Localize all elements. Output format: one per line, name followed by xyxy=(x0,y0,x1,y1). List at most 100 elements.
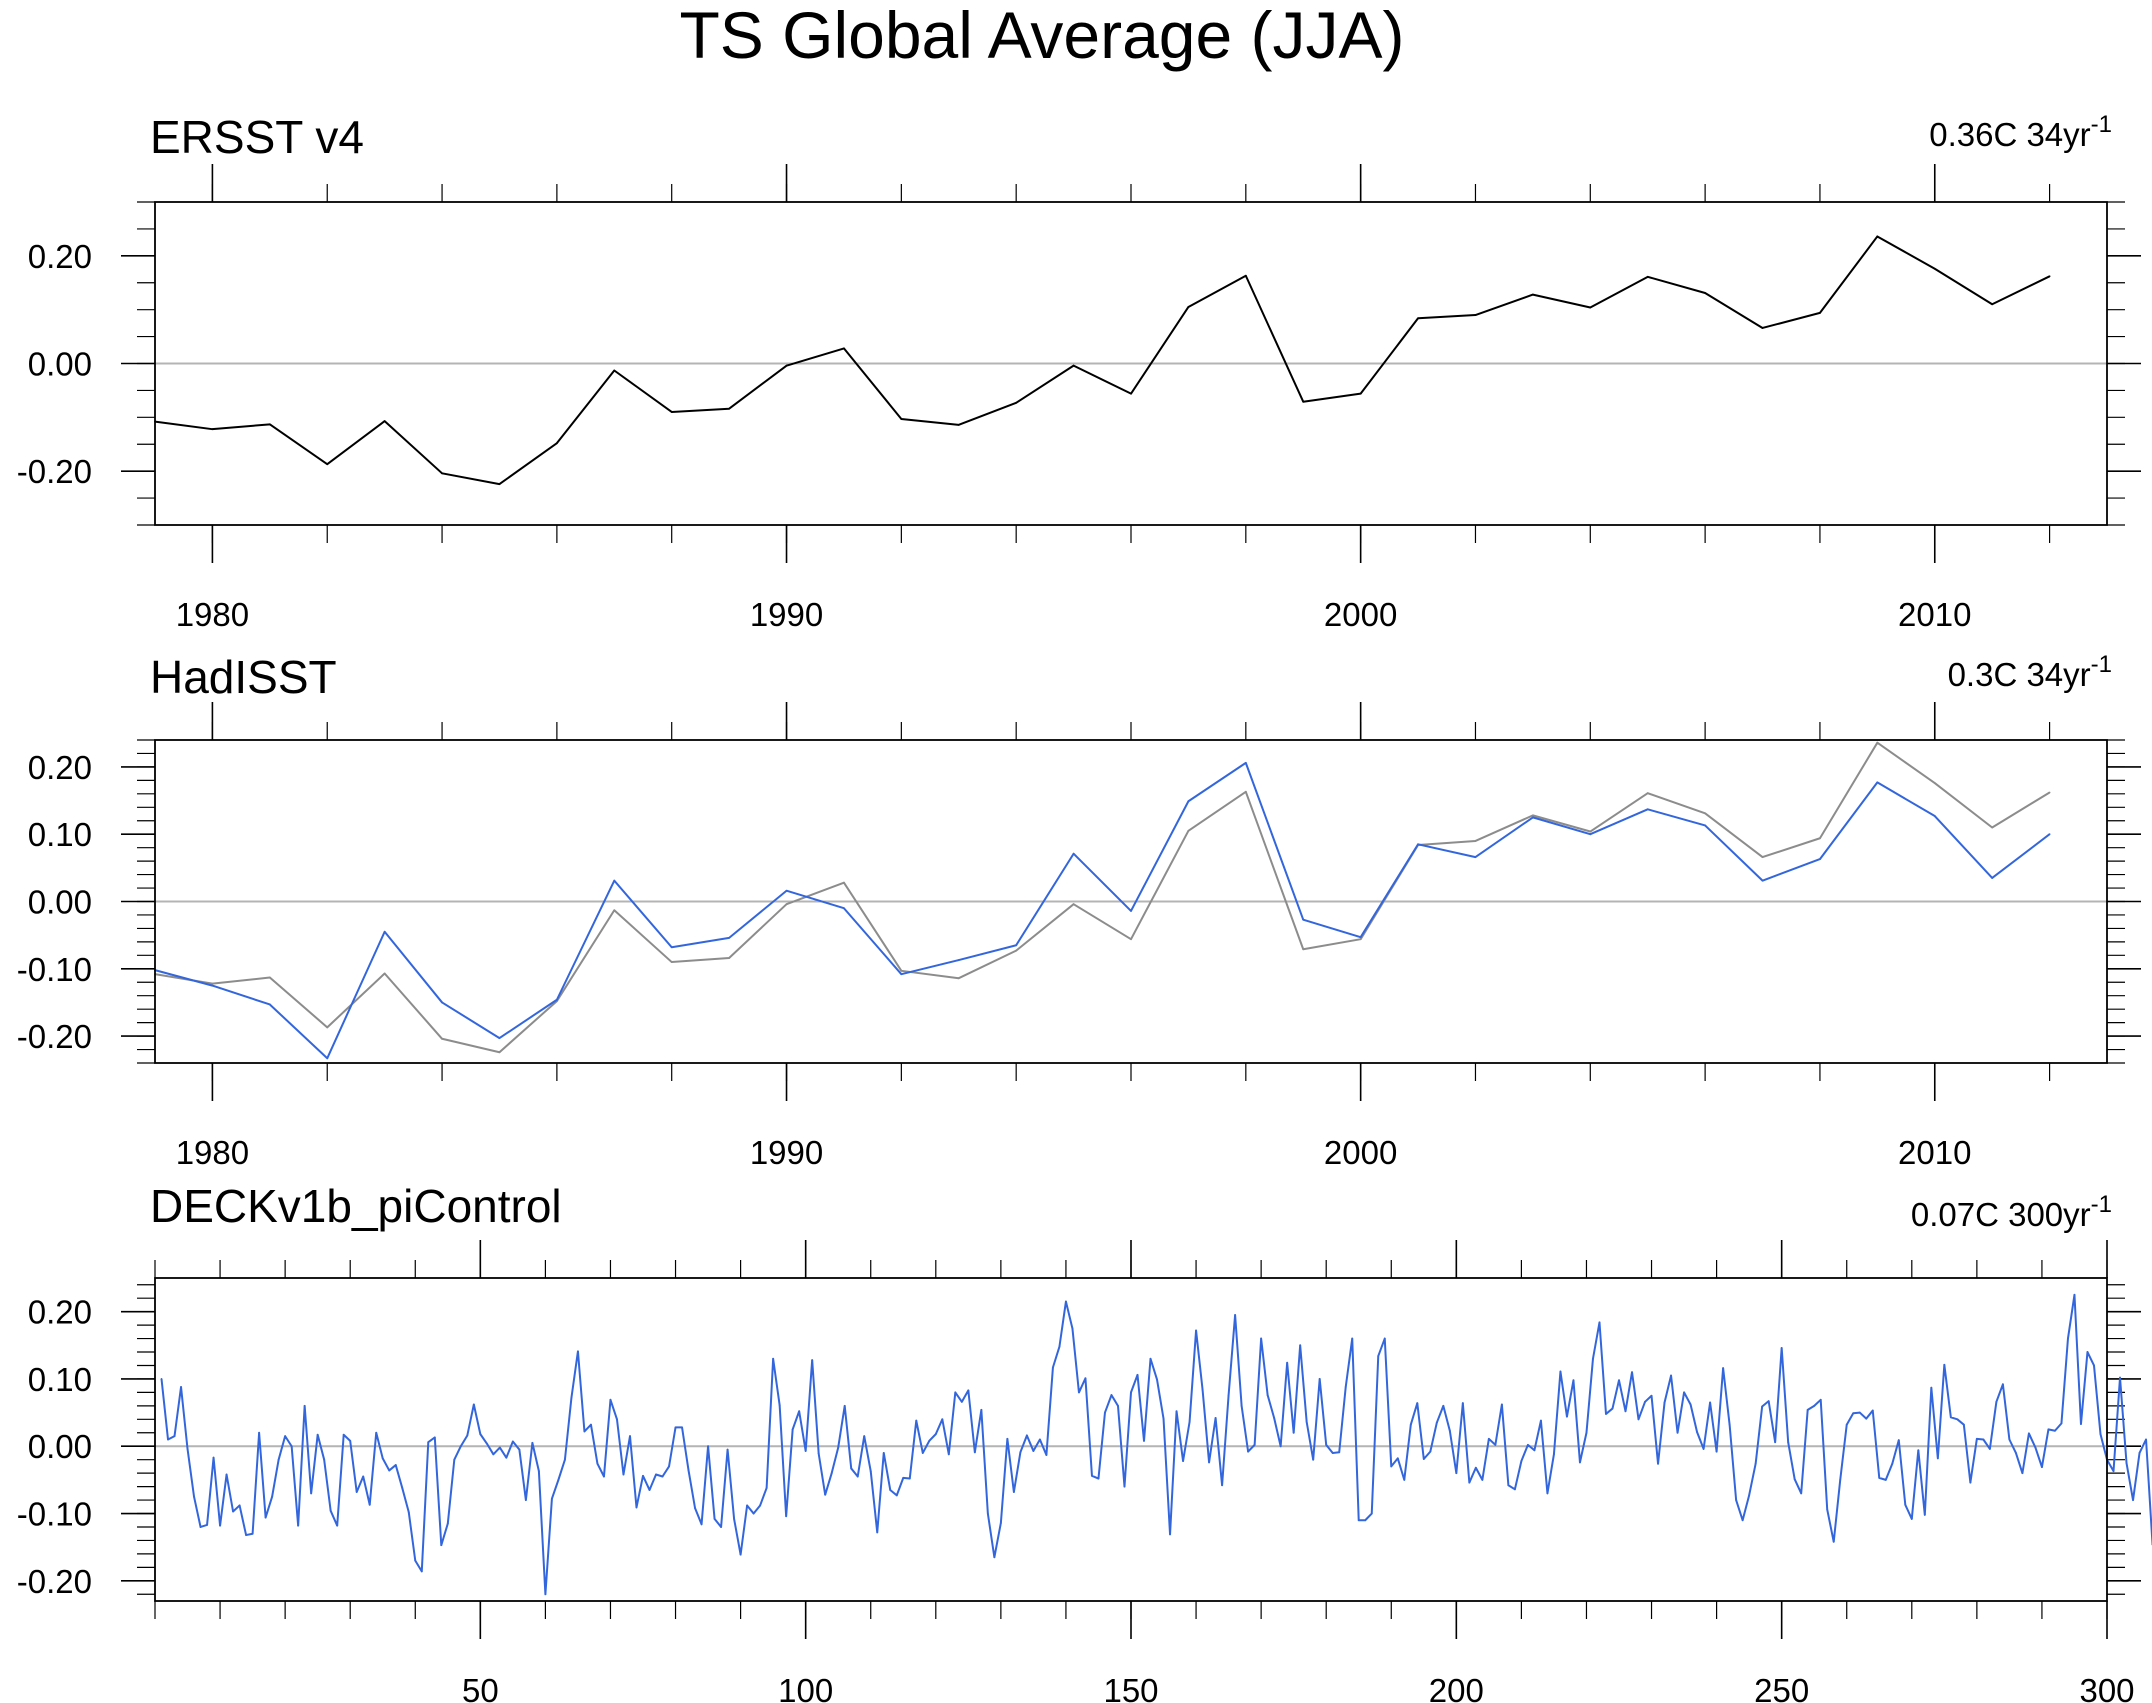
data-point xyxy=(1110,1394,1113,1396)
data-point xyxy=(1572,1379,1575,1382)
data-point xyxy=(2001,1383,2004,1386)
data-point xyxy=(1943,1363,1946,1366)
data-point xyxy=(1527,1443,1529,1446)
trend-label: 0.3C 34yr-1 xyxy=(1948,651,2112,693)
data-point xyxy=(2021,1472,2024,1475)
data-point xyxy=(1494,1443,1497,1446)
data-point xyxy=(537,1470,540,1473)
data-point xyxy=(694,1507,696,1510)
data-point xyxy=(1162,1417,1165,1420)
data-point xyxy=(1292,1431,1295,1434)
data-point xyxy=(1670,1374,1672,1377)
data-point xyxy=(837,1446,840,1449)
data-point xyxy=(1826,1508,1829,1511)
data-point xyxy=(362,1475,365,1478)
data-point xyxy=(1091,1474,1093,1477)
data-point xyxy=(1244,274,1247,277)
data-point xyxy=(1819,1398,1822,1401)
data-point xyxy=(785,889,788,892)
data-point xyxy=(211,982,214,985)
data-point xyxy=(251,1532,254,1535)
data-point xyxy=(785,903,788,906)
panel-deckv1b-picontrol: DECKv1b_piControl 0.07C 300yr-1 -0.20 -0.… xyxy=(17,1180,2152,1703)
data-point xyxy=(1195,1329,1197,1332)
data-point xyxy=(1266,1394,1269,1396)
data-point xyxy=(1709,1401,1711,1404)
data-point xyxy=(687,1469,690,1472)
y-tick-label: -0.20 xyxy=(17,1563,92,1600)
trend-label: 0.07C 300yr-1 xyxy=(1911,1191,2112,1233)
data-point xyxy=(329,1509,332,1512)
data-point xyxy=(1663,1401,1666,1404)
data-point xyxy=(1318,1378,1321,1380)
data-point xyxy=(459,1445,462,1448)
data-point xyxy=(642,1474,644,1477)
data-point xyxy=(1761,856,1764,858)
trend-exponent: -1 xyxy=(2091,651,2112,678)
data-point xyxy=(1338,1451,1341,1454)
data-point xyxy=(993,1556,996,1559)
data-point xyxy=(1302,400,1305,403)
data-point xyxy=(1793,1478,1796,1481)
data-point xyxy=(629,1435,631,1438)
data-point xyxy=(613,879,616,882)
data-point xyxy=(954,1391,957,1394)
data-point xyxy=(882,1452,885,1454)
data-point xyxy=(947,1453,950,1456)
data-point xyxy=(655,1473,657,1476)
data-point xyxy=(1761,1405,1764,1408)
data-point xyxy=(921,1452,924,1454)
data-point xyxy=(211,984,214,987)
data-point xyxy=(1839,1478,1842,1481)
x-tick-label: 1980 xyxy=(176,596,249,633)
data-point xyxy=(1058,1345,1061,1348)
data-point xyxy=(728,957,731,959)
data-point xyxy=(1611,1407,1614,1410)
data-point xyxy=(355,1491,358,1493)
data-point xyxy=(414,1559,417,1562)
data-point xyxy=(1598,1321,1601,1324)
data-point xyxy=(908,1477,911,1480)
data-point xyxy=(1865,1417,1868,1420)
data-point xyxy=(1969,1481,1972,1484)
data-point xyxy=(1871,1409,1874,1412)
data-point xyxy=(900,418,903,420)
data-point xyxy=(1214,1417,1217,1419)
data-point xyxy=(986,1512,989,1515)
series-line xyxy=(154,761,2051,1060)
data-point xyxy=(1359,392,1362,395)
data-point xyxy=(472,1403,475,1406)
data-point xyxy=(1039,1438,1041,1441)
data-point xyxy=(1130,1391,1132,1394)
data-point xyxy=(674,1426,677,1429)
data-point xyxy=(1819,858,1821,861)
data-point xyxy=(1359,936,1362,939)
data-point xyxy=(772,1357,775,1360)
data-point xyxy=(383,930,386,933)
data-point xyxy=(336,1524,339,1527)
data-point xyxy=(1780,1347,1783,1349)
data-point xyxy=(1072,852,1075,855)
data-point xyxy=(2008,1438,2011,1441)
data-point xyxy=(1704,812,1707,815)
x-tick-label: 300 xyxy=(2079,1672,2134,1703)
data-point xyxy=(1657,1462,1659,1465)
data-point xyxy=(876,1531,879,1534)
data-point xyxy=(427,1441,430,1444)
data-point xyxy=(1182,1460,1184,1462)
data-point xyxy=(1279,1445,1282,1448)
data-point xyxy=(1858,1411,1861,1414)
data-point xyxy=(277,1458,280,1461)
data-point xyxy=(1123,1485,1126,1488)
data-point xyxy=(310,1492,313,1495)
data-point xyxy=(440,1544,443,1547)
data-point xyxy=(1227,1394,1230,1396)
y-tick-label: -0.20 xyxy=(17,1018,92,1055)
data-point xyxy=(433,1436,436,1439)
x-tick-label: 1980 xyxy=(176,1134,249,1171)
data-point xyxy=(1991,826,1994,829)
data-point xyxy=(960,1400,963,1403)
y-tick-label: 0.20 xyxy=(28,749,92,786)
data-point xyxy=(1136,1374,1139,1376)
trend-exponent: -1 xyxy=(2091,1191,2112,1218)
